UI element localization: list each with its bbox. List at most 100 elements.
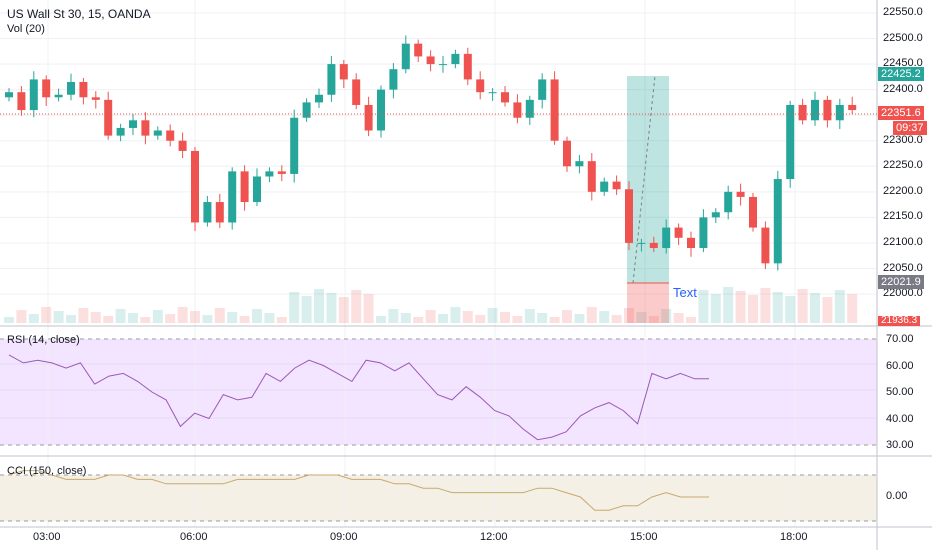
volume-bar (772, 292, 783, 323)
candle-body (240, 171, 249, 203)
volume-bar (41, 307, 52, 323)
volume-bar (438, 314, 448, 323)
candle-body (79, 81, 88, 98)
volume-bar (574, 314, 585, 323)
candle-body (42, 79, 51, 98)
candle-body (811, 99, 819, 121)
volume-bar (822, 297, 833, 323)
cci-pane-fill (0, 475, 877, 521)
position-path (632, 75, 656, 284)
candle-body (129, 120, 137, 128)
rsi-tick-label: 50.00 (886, 386, 914, 398)
candle-body (575, 161, 584, 167)
volume-bar (847, 294, 858, 323)
position-profit-zone[interactable] (627, 76, 669, 283)
price-tick-label: 22550.0 (883, 6, 923, 18)
cci-indicator-label[interactable]: CCI (150, close) (7, 465, 87, 477)
candle-body (339, 64, 348, 80)
volume-bar (152, 310, 163, 323)
price-tick-label: 22450.0 (883, 57, 923, 70)
candle-body (662, 227, 671, 249)
price-tick-label: 22300.0 (883, 133, 923, 146)
rsi-tick-label: 40.00 (886, 412, 914, 425)
volume-bar (351, 290, 362, 323)
candle-body (377, 89, 385, 131)
candle-body (587, 161, 596, 192)
candle-body (29, 79, 38, 111)
candle-body (253, 176, 261, 203)
time-tick-label: 09:00 (330, 531, 358, 543)
volume-bar (190, 311, 200, 323)
volume-bar (586, 307, 597, 323)
volume-bar (314, 289, 324, 323)
candle-body (563, 140, 571, 167)
candle-body (476, 79, 485, 93)
candle-body (649, 242, 658, 249)
time-tick-label: 06:00 (180, 531, 208, 543)
volume-indicator-label[interactable]: Vol (20) (7, 23, 45, 35)
candle-body (426, 56, 435, 65)
rsi-tick-label: 70.00 (886, 333, 914, 345)
candle-body (848, 104, 857, 111)
volume-bar (450, 307, 461, 323)
volume-bar (177, 307, 188, 323)
volume-bar (289, 292, 300, 323)
time-tick-label: 03:00 (33, 531, 61, 543)
candle-body (637, 242, 646, 244)
volume-bar (760, 288, 771, 323)
volume-bar (735, 291, 746, 323)
volume-bar (128, 313, 138, 323)
candle-body (277, 171, 286, 174)
candle-body (835, 104, 844, 121)
candle-body (203, 202, 212, 223)
volume-bar (810, 293, 820, 323)
price-tick-label: 22500.0 (883, 31, 923, 44)
volume-bar (686, 317, 696, 323)
candle-body (302, 102, 311, 118)
candle-body (823, 99, 832, 121)
countdown-badge: 09:37 (893, 121, 927, 135)
target-price-badge: 22425.2 (878, 67, 924, 81)
candle-body (401, 43, 410, 70)
candlesticks (5, 35, 857, 271)
candle-body (116, 127, 125, 136)
candle-body (153, 130, 162, 136)
volume-bar (512, 316, 523, 323)
drawing-text-label[interactable]: Text (673, 285, 697, 300)
candle-body (389, 69, 398, 90)
candle-body (600, 181, 609, 192)
time-tick-label: 18:00 (780, 531, 808, 543)
volume-bar (264, 313, 275, 323)
candle-body (265, 171, 274, 177)
volume-bar (53, 311, 64, 323)
price-tick-label: 22150.0 (883, 210, 923, 223)
volume-bar (748, 295, 758, 323)
volume-bar (797, 289, 808, 323)
rsi-line (8, 354, 709, 441)
price-tick-label: 22000.0 (883, 287, 923, 300)
position-loss-zone[interactable] (627, 283, 669, 323)
candle-body (736, 191, 745, 197)
candle-body (488, 92, 497, 94)
candle-body (91, 97, 100, 100)
price-tick-label: 22400.0 (883, 82, 923, 95)
volume-bar (611, 315, 622, 323)
candle-body (315, 94, 323, 103)
candle-body (711, 212, 720, 218)
volume-bar (388, 309, 399, 323)
volume-bar (425, 310, 436, 323)
cci-line (8, 470, 709, 511)
volume-bar (239, 316, 250, 323)
volume-bar (376, 316, 386, 323)
candle-body (773, 179, 782, 264)
volume-bar (710, 294, 721, 323)
volume-bar (103, 316, 114, 323)
last-price-badge: 22351.6 (878, 106, 924, 120)
volume-bar (4, 317, 14, 323)
symbol-title[interactable]: US Wall St 30, 15, OANDA (7, 7, 151, 21)
candle-body (54, 94, 63, 98)
volume-bar (413, 317, 424, 323)
volume-bar (28, 314, 39, 323)
rsi-indicator-label[interactable]: RSI (14, close) (7, 334, 80, 346)
